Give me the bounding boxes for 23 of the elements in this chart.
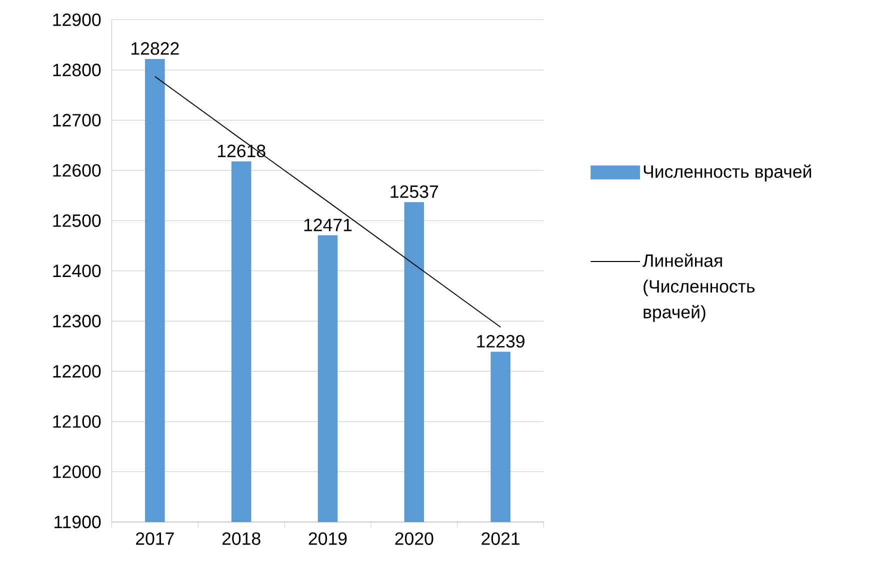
- x-tick-label: 2018: [222, 532, 260, 545]
- line-series: [154, 76, 502, 328]
- y-tick-label: 12000: [53, 465, 101, 478]
- y-tick-label: 12600: [53, 164, 101, 176]
- legend-label: Линейная (Численность врачей): [642, 253, 755, 322]
- y-tick-label: 12200: [53, 364, 101, 378]
- y-tick-label: 12900: [53, 13, 101, 26]
- y-tick-label: 12700: [53, 114, 101, 126]
- data-label: 12471: [304, 218, 352, 231]
- data-label: 12822: [132, 42, 179, 55]
- y-tick-label: 12500: [53, 214, 101, 227]
- y-tick-label: 12300: [53, 314, 101, 328]
- data-label: 12239: [477, 334, 524, 348]
- y-tick-label: 12800: [53, 63, 101, 76]
- y-tick-label: 12400: [53, 264, 101, 277]
- x-tick-label: 2021: [482, 532, 520, 545]
- x-tick-label: 2020: [395, 532, 434, 545]
- x-tick-label: 2017: [136, 532, 174, 545]
- y-tick-label: 12100: [53, 415, 101, 428]
- data-label: 12537: [390, 185, 438, 198]
- x-tick-label: 2019: [308, 532, 347, 545]
- y-tick-label: 11900: [54, 515, 101, 528]
- legend-label: Численность врачей: [644, 164, 812, 182]
